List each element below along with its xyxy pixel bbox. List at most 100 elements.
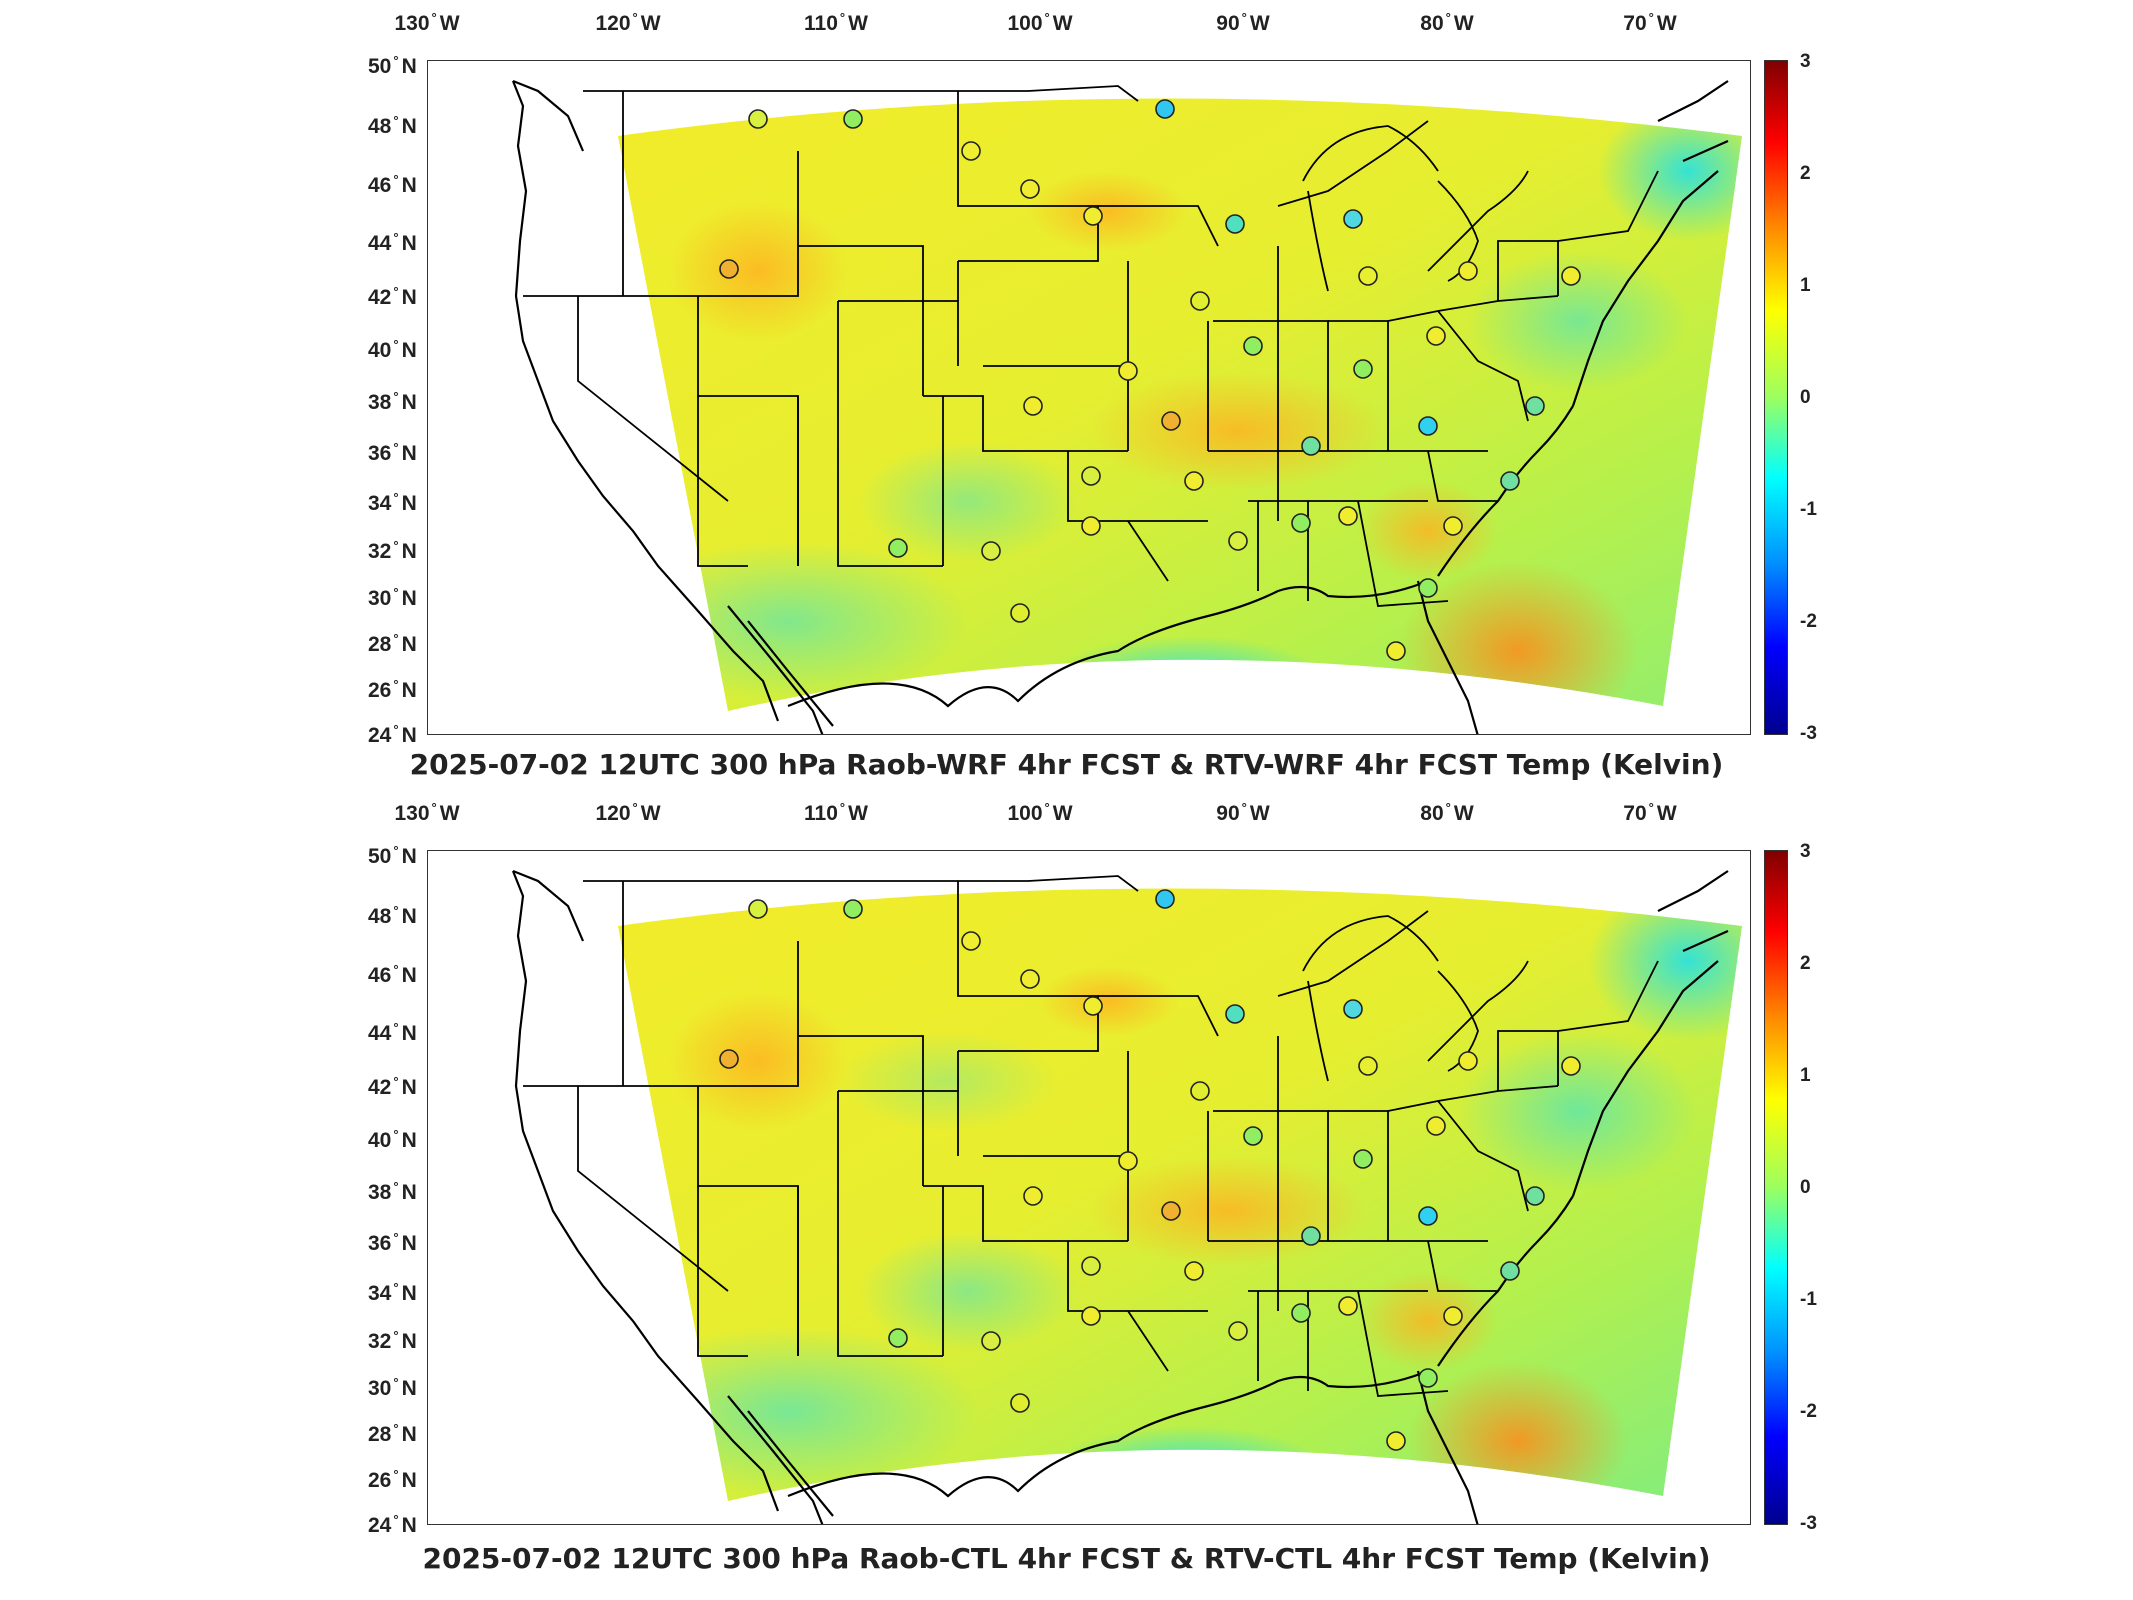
- lat-tick-label: 50 ° N: [368, 53, 417, 78]
- raob-station-marker: [1386, 641, 1406, 661]
- lat-tick-label: 30 ° N: [368, 1375, 417, 1400]
- lon-tick-label: 70 ° W: [1623, 10, 1677, 35]
- raob-station-marker: [1010, 1393, 1030, 1413]
- raob-station-marker: [1291, 1303, 1311, 1323]
- raob-station-marker: [1358, 266, 1378, 286]
- lon-tick-label: 80 ° W: [1420, 800, 1474, 825]
- raob-station-marker: [1358, 1056, 1378, 1076]
- colorbar-tick-label: -1: [1800, 499, 1817, 520]
- raob-station-marker: [1083, 206, 1103, 226]
- lat-tick-label: 46 ° N: [368, 962, 417, 987]
- us-temperature-difference-map: [511, 79, 1742, 734]
- raob-station-marker: [1561, 1056, 1581, 1076]
- raob-station-marker: [888, 1328, 908, 1348]
- raob-station-marker: [1418, 578, 1438, 598]
- colorbar-tick-label: 0: [1800, 387, 1811, 408]
- lon-tick-label: 70 ° W: [1623, 800, 1677, 825]
- lat-tick-label: 34 ° N: [368, 490, 417, 515]
- lon-tick-label: 80 ° W: [1420, 10, 1474, 35]
- raob-station-marker: [1023, 396, 1043, 416]
- raob-station-marker: [719, 1049, 739, 1069]
- lat-tick-label: 42 ° N: [368, 284, 417, 309]
- raob-station-marker: [748, 109, 768, 129]
- raob-station-marker: [1301, 1226, 1321, 1246]
- raob-station-marker: [1525, 396, 1545, 416]
- raob-station-marker: [1081, 516, 1101, 536]
- raob-station-marker: [1443, 1306, 1463, 1326]
- colorbar: [1764, 850, 1788, 1525]
- lat-tick-label: 42 ° N: [368, 1074, 417, 1099]
- coastline-outline: [511, 869, 1729, 1524]
- coastline-outline: [511, 79, 1729, 734]
- raob-station-marker: [1083, 996, 1103, 1016]
- panel-title: 2025-07-02 12UTC 300 hPa Raob-WRF 4hr FC…: [409, 748, 1724, 781]
- lat-tick-label: 32 ° N: [368, 1328, 417, 1353]
- colorbar-tick-label: -1: [1800, 1289, 1817, 1310]
- raob-station-marker: [1225, 214, 1245, 234]
- field-anomalies: [618, 888, 1742, 1501]
- raob-station-marker: [1343, 209, 1363, 229]
- raob-station-marker: [1301, 436, 1321, 456]
- raob-station-marker: [1338, 1296, 1358, 1316]
- state-borders: [523, 875, 1659, 1397]
- lat-tick-label: 28 ° N: [368, 1421, 417, 1446]
- raob-station-marker: [1343, 999, 1363, 1019]
- raob-station-marker: [1118, 1151, 1138, 1171]
- lat-tick-label: 50 ° N: [368, 843, 417, 868]
- panel-title: 2025-07-02 12UTC 300 hPa Raob-CTL 4hr FC…: [422, 1542, 1711, 1575]
- colorbar-tick-label: 2: [1800, 163, 1811, 184]
- lat-tick-label: 36 ° N: [368, 1230, 417, 1255]
- raob-station-marker: [981, 1331, 1001, 1351]
- raob-station-marker: [1190, 291, 1210, 311]
- colorbar-tick-label: -2: [1800, 1401, 1817, 1422]
- raob-station-marker: [1081, 1306, 1101, 1326]
- lon-tick-label: 110 ° W: [804, 800, 868, 825]
- lon-tick-label: 130 ° W: [394, 10, 460, 35]
- map-plot-area: [427, 60, 1751, 735]
- raob-station-marker: [981, 541, 1001, 561]
- map-plot-area: [427, 850, 1751, 1525]
- lon-tick-label: 90 ° W: [1216, 800, 1270, 825]
- lat-tick-label: 44 ° N: [368, 1020, 417, 1045]
- lat-tick-label: 38 ° N: [368, 389, 417, 414]
- raob-station-marker: [1020, 969, 1040, 989]
- raob-station-marker: [1291, 513, 1311, 533]
- raob-station-marker: [1161, 411, 1181, 431]
- lon-tick-label: 90 ° W: [1216, 10, 1270, 35]
- raob-station-marker: [1155, 99, 1175, 119]
- raob-station-marker: [1353, 359, 1373, 379]
- raob-station-marker: [1243, 336, 1263, 356]
- lat-tick-label: 40 ° N: [368, 1127, 417, 1152]
- lat-tick-label: 40 ° N: [368, 337, 417, 362]
- lat-tick-label: 44 ° N: [368, 230, 417, 255]
- colorbar-tick-label: -2: [1800, 611, 1817, 632]
- raob-station-marker: [1161, 1201, 1181, 1221]
- map-panel-bottom: 130 ° W 120 ° W 110 ° W 100 ° W 90 ° W 80 ° W 70 ° W 5…: [0, 790, 2133, 1600]
- raob-station-marker: [1243, 1126, 1263, 1146]
- colorbar: [1764, 60, 1788, 735]
- raob-station-marker: [843, 109, 863, 129]
- raob-station-marker: [1500, 1261, 1520, 1281]
- lat-tick-label: 32 ° N: [368, 538, 417, 563]
- raob-station-marker: [1418, 1368, 1438, 1388]
- lon-tick-label: 100 ° W: [1007, 800, 1073, 825]
- raob-station-marker: [1228, 1321, 1248, 1341]
- lat-tick-label: 34 ° N: [368, 1280, 417, 1305]
- raob-station-marker: [843, 899, 863, 919]
- raob-station-marker: [1010, 603, 1030, 623]
- colorbar-tick-label: 3: [1800, 51, 1811, 72]
- lat-tick-label: 36 ° N: [368, 440, 417, 465]
- lat-tick-label: 48 ° N: [368, 903, 417, 928]
- lon-tick-label: 130 ° W: [394, 800, 460, 825]
- lat-tick-label: 26 ° N: [368, 1467, 417, 1492]
- raob-station-marker: [961, 141, 981, 161]
- lon-tick-label: 100 ° W: [1007, 10, 1073, 35]
- raob-station-marker: [1184, 1261, 1204, 1281]
- raob-station-marker: [1418, 1206, 1438, 1226]
- raob-station-marker: [1525, 1186, 1545, 1206]
- lon-tick-label: 110 ° W: [804, 10, 868, 35]
- lon-tick-label: 120 ° W: [595, 10, 661, 35]
- raob-station-marker: [1155, 889, 1175, 909]
- lat-tick-label: 28 ° N: [368, 631, 417, 656]
- raob-station-marker: [1190, 1081, 1210, 1101]
